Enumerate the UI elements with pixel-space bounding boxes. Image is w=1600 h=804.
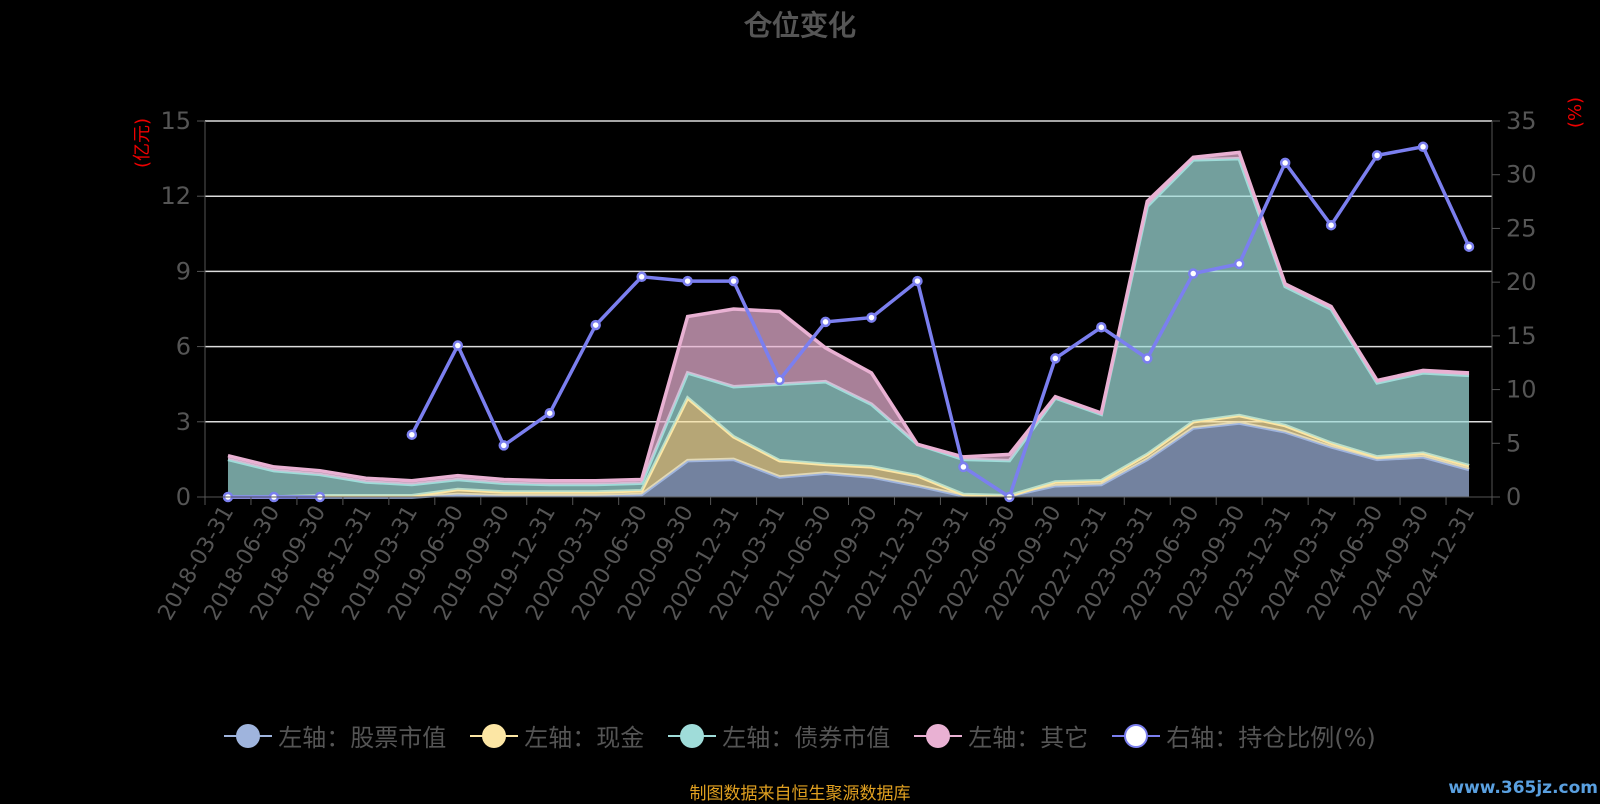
legend-swatch: [470, 722, 519, 750]
ratio-point: [1417, 141, 1429, 153]
ratio-point: [682, 275, 693, 287]
ratio-point: [544, 407, 555, 419]
ratio-point: [590, 319, 601, 331]
left-axis-tick-label: 6: [176, 333, 191, 361]
area-series-3: [227, 158, 1470, 497]
legend-label: 左轴：债券市值: [722, 724, 891, 752]
ratio-point: [1050, 353, 1061, 364]
legend-item[interactable]: 右轴：持仓比例(%): [1112, 718, 1376, 753]
right-axis-tick-label: 15: [1506, 322, 1537, 350]
right-axis-tick-label: 0: [1506, 483, 1521, 511]
ratio-point: [1371, 150, 1383, 161]
legend: 左轴：股票市值 左轴：现金 左轴：债券市值 左轴：其它 右轴：持仓比例(%): [0, 718, 1600, 753]
right-axis-tick-label: 5: [1506, 429, 1521, 457]
right-axis-tick-label: 30: [1506, 161, 1537, 189]
right-axis-tick-label: 10: [1506, 376, 1537, 404]
legend-item[interactable]: 左轴：股票市值: [224, 718, 446, 753]
legend-label: 左轴：股票市值: [278, 724, 447, 752]
ratio-point: [1463, 241, 1475, 252]
ratio-point: [912, 275, 923, 287]
ratio-point: [498, 440, 510, 451]
stacked-areas: [227, 150, 1470, 499]
legend-label: 左轴：现金: [524, 724, 645, 752]
legend-swatch-dot: [236, 723, 261, 748]
right-axis-tick-label: 35: [1506, 107, 1537, 135]
legend-swatch: [914, 722, 963, 750]
ratio-point: [1325, 219, 1337, 231]
legend-swatch: [1112, 722, 1161, 750]
ratio-point: [1142, 353, 1153, 364]
ratio-line-segment: [410, 144, 1471, 500]
legend-swatch-dot: [482, 723, 507, 748]
ratio-point: [1233, 258, 1245, 270]
right-axis-tick-label: 25: [1506, 214, 1537, 242]
area-series-1: [227, 423, 1470, 497]
left-axis-tick-label: 9: [176, 257, 191, 285]
ratio-point: [452, 340, 464, 351]
legend-swatch-dot: [926, 723, 951, 748]
area-series-line-4: [227, 150, 1470, 483]
legend-label: 右轴：持仓比例(%): [1166, 724, 1376, 752]
chart-title: 仓位变化: [743, 9, 856, 42]
ratio-point: [728, 275, 739, 287]
left-axis-tick-label: 3: [176, 408, 191, 436]
ratio-point: [1096, 322, 1107, 333]
left-axis-tick-label: 12: [160, 182, 191, 210]
left-axis-tick-label: 15: [160, 107, 191, 135]
legend-swatch: [668, 722, 717, 750]
ratio-point: [406, 429, 418, 440]
legend-swatch-dot: [680, 723, 705, 748]
ratio-point: [820, 316, 831, 328]
source-note: 制图数据来自恒生聚源数据库: [689, 784, 911, 804]
legend-swatch-dot: [1124, 723, 1149, 748]
ratio-point: [1187, 268, 1199, 279]
ratio-point: [958, 461, 969, 473]
legend-item[interactable]: 左轴：其它: [914, 718, 1088, 753]
ratio-point: [1279, 157, 1291, 169]
watermark: www.365jz.com: [1448, 778, 1598, 798]
legend-item[interactable]: 左轴：债券市值: [668, 718, 890, 753]
ratio-point: [774, 374, 785, 386]
legend-item[interactable]: 左轴：现金: [470, 718, 644, 753]
legend-swatch: [224, 722, 273, 750]
right-axis-tick-label: 20: [1506, 268, 1537, 296]
legend-label: 左轴：其它: [968, 724, 1089, 752]
ratio-point: [636, 271, 647, 283]
left-axis-tick-label: 0: [176, 483, 191, 511]
ratio-point: [866, 312, 877, 323]
chart-plot: 03691215051015202530352018-03-312018-06-…: [154, 107, 1537, 625]
